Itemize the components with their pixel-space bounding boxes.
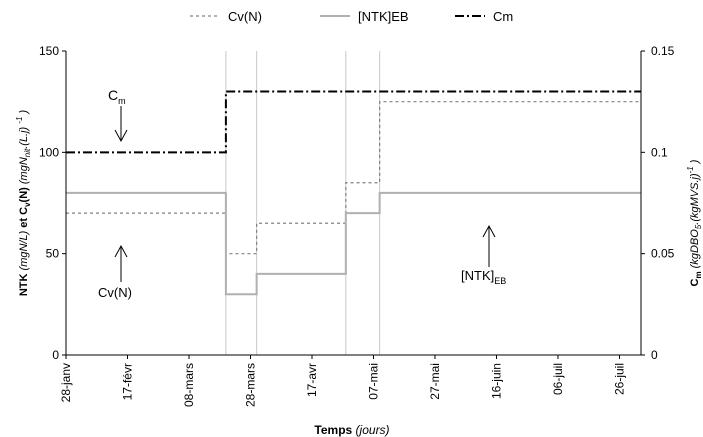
axis-titles: Temps (jours) NTK (mgN/L) et Cv(N) (mgNni…: [15, 110, 703, 437]
x-tick-label: 27-mai: [428, 363, 442, 400]
y-left-tick-label: 150: [39, 44, 59, 58]
axes: 0 50 100 150 0 0.05 0.1 0.15 28-janv 17-févr 08-ma…: [39, 44, 675, 407]
annotation-cm-arrow-head: [114, 129, 128, 143]
x-tick-label: 06-juil: [551, 363, 565, 395]
series-line-cvn: [66, 101, 641, 255]
annotations: Cm Cv(N) [NTK]EB: [98, 87, 506, 300]
x-tick-label: 16-juin: [489, 363, 503, 399]
y-left-tick-label: 50: [46, 247, 60, 261]
y-axis-right-title: Cm (kgDBO5.(kgMVS.j)-1 ): [686, 159, 703, 286]
x-tick-label: 28-janv: [59, 363, 73, 402]
legend-label-1: [NTK]EB: [358, 9, 409, 24]
legend-label-2: Cm: [493, 9, 513, 24]
y-axis-left-title: NTK (mgN/L) et Cv(N) (mgNnit.(L.j) -1 ): [15, 110, 32, 297]
legend: Cv(N) [NTK]EB Cm: [190, 9, 513, 24]
y-right-tick-label: 0.15: [651, 44, 675, 58]
annotation-cvn-arrow-head: [114, 244, 128, 258]
x-tick-label: 08-mars: [182, 363, 196, 407]
x-tick-label: 26-juil: [612, 363, 626, 395]
series-line-cm: [66, 90, 641, 154]
x-tick-label: 17-févr: [120, 363, 134, 400]
y-right-tick-label: 0: [651, 348, 658, 362]
period-boundary-lines: [225, 51, 381, 355]
x-tick-label: 17-avr: [305, 363, 319, 397]
series-group: [66, 90, 641, 296]
annotation-cm: Cm: [108, 87, 126, 106]
x-tick-label: 28-mars: [243, 363, 257, 407]
annotation-ntkeb-arrow-head: [482, 224, 496, 238]
annotation-cvn: Cv(N): [98, 285, 132, 300]
x-axis-title: Temps (jours): [314, 423, 389, 437]
series-line-ntkeb: [66, 191, 641, 296]
y-left-tick-label: 100: [39, 145, 59, 159]
y-right-tick-label: 0.05: [651, 247, 675, 261]
y-left-tick-label: 0: [52, 348, 59, 362]
legend-label-0: Cv(N): [228, 9, 262, 24]
y-right-tick-label: 0.1: [651, 145, 668, 159]
annotation-ntkeb: [NTK]EB: [461, 268, 506, 286]
x-tick-label: 07-mai: [366, 363, 380, 400]
